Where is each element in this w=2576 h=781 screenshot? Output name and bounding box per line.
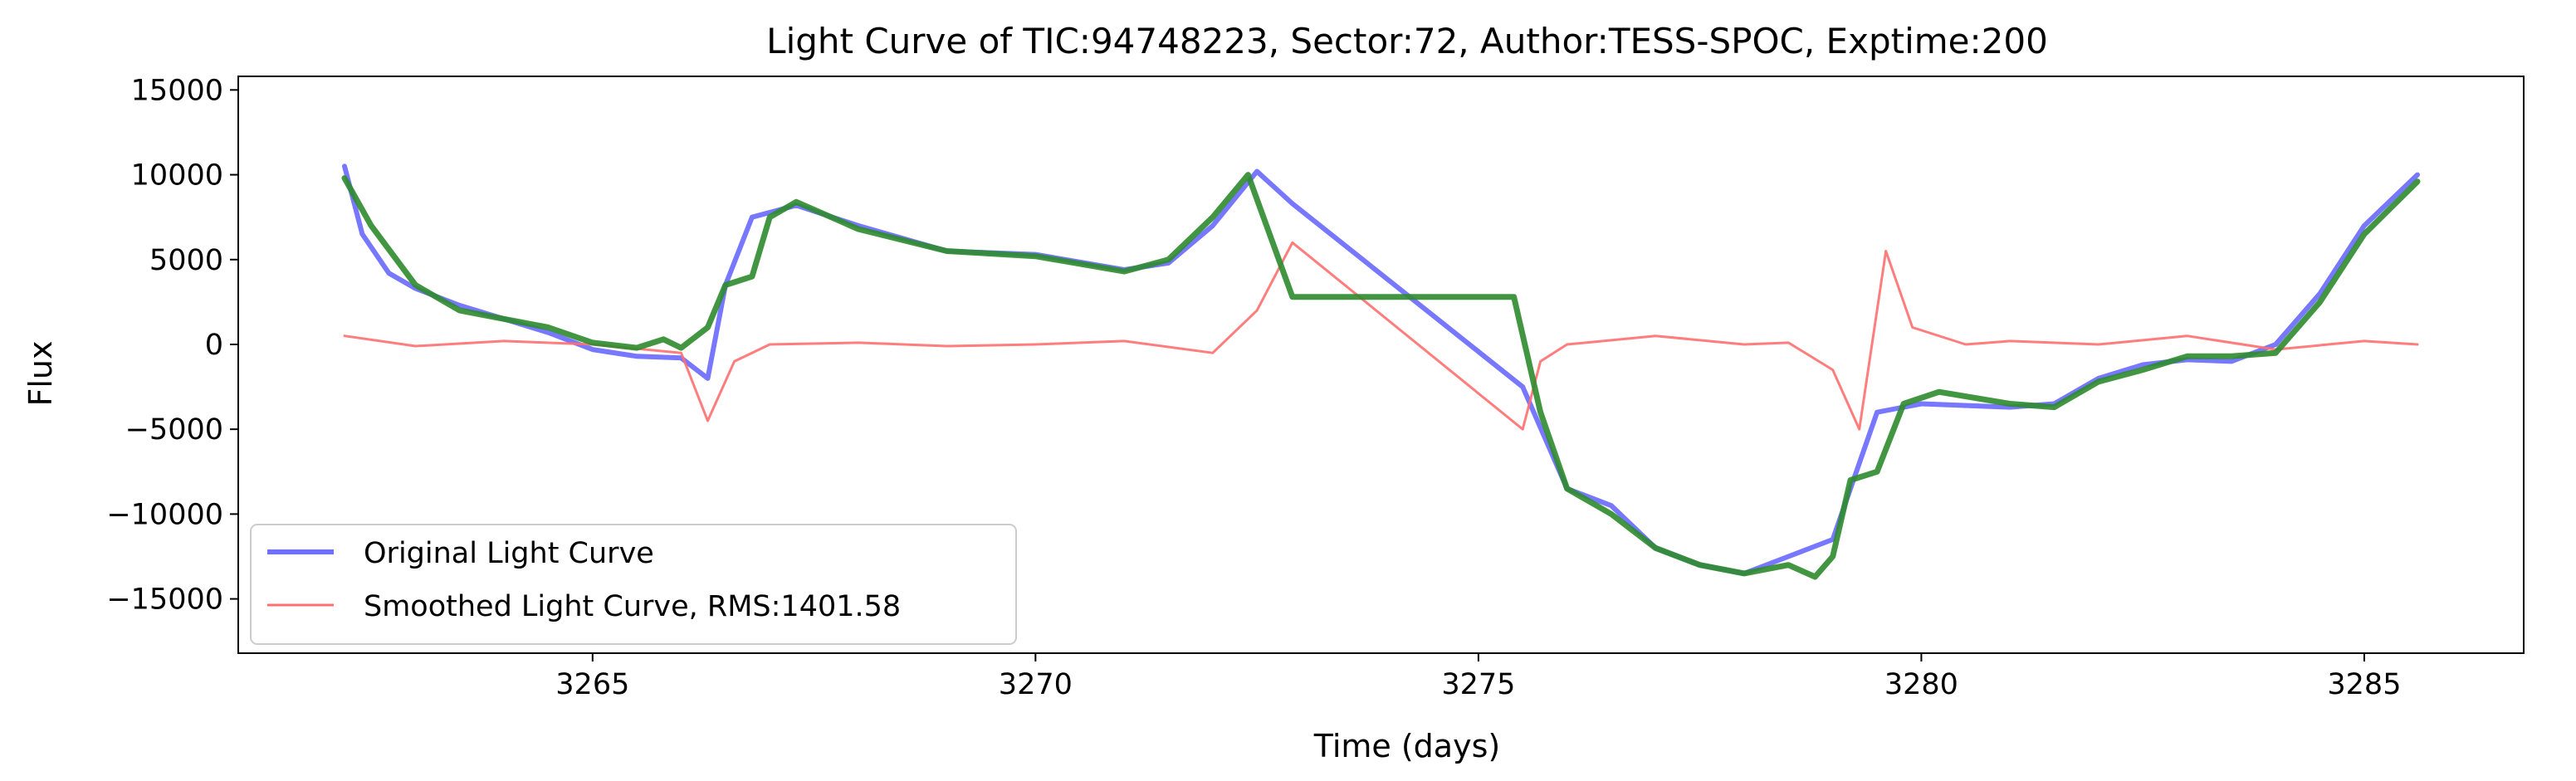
plot-area — [341, 164, 2421, 580]
y-tick-label: −10000 — [106, 498, 223, 531]
y-tick-label: −15000 — [106, 583, 223, 617]
trend-line — [341, 172, 2421, 580]
x-axis-label: Time (days) — [1313, 728, 1500, 764]
x-tick-label: 3280 — [1884, 668, 1958, 701]
legend-box — [250, 524, 1017, 645]
y-tick-label: 0 — [205, 329, 223, 362]
legend-label-smoothed: Smoothed Light Curve, RMS:1401.58 — [364, 590, 901, 623]
y-axis-label: Flux — [22, 341, 59, 407]
axes-frame — [237, 76, 2525, 654]
original-light-curve-line — [342, 164, 2420, 576]
x-tick-label: 3265 — [555, 668, 629, 701]
x-tick-label: 3270 — [999, 668, 1073, 701]
smoothed-light-curve-line — [343, 241, 2419, 431]
y-tick-label: 10000 — [131, 159, 223, 193]
x-tick-label: 3285 — [2327, 668, 2401, 701]
y-tick-label: 5000 — [149, 244, 223, 277]
chart-title: Light Curve of TIC:94748223, Sector:72, … — [766, 21, 2048, 61]
y-tick-label: −5000 — [125, 413, 223, 447]
legend-label-original: Original Light Curve — [364, 537, 654, 570]
y-tick-label: 15000 — [131, 74, 223, 107]
x-tick-label: 3275 — [1441, 668, 1515, 701]
axes: 3265 3270 3275 3280 3285 −15000 −10000 −5000 0 50… — [106, 74, 2525, 701]
legend: Original Light Curve Smoothed Light Curv… — [250, 524, 1017, 645]
